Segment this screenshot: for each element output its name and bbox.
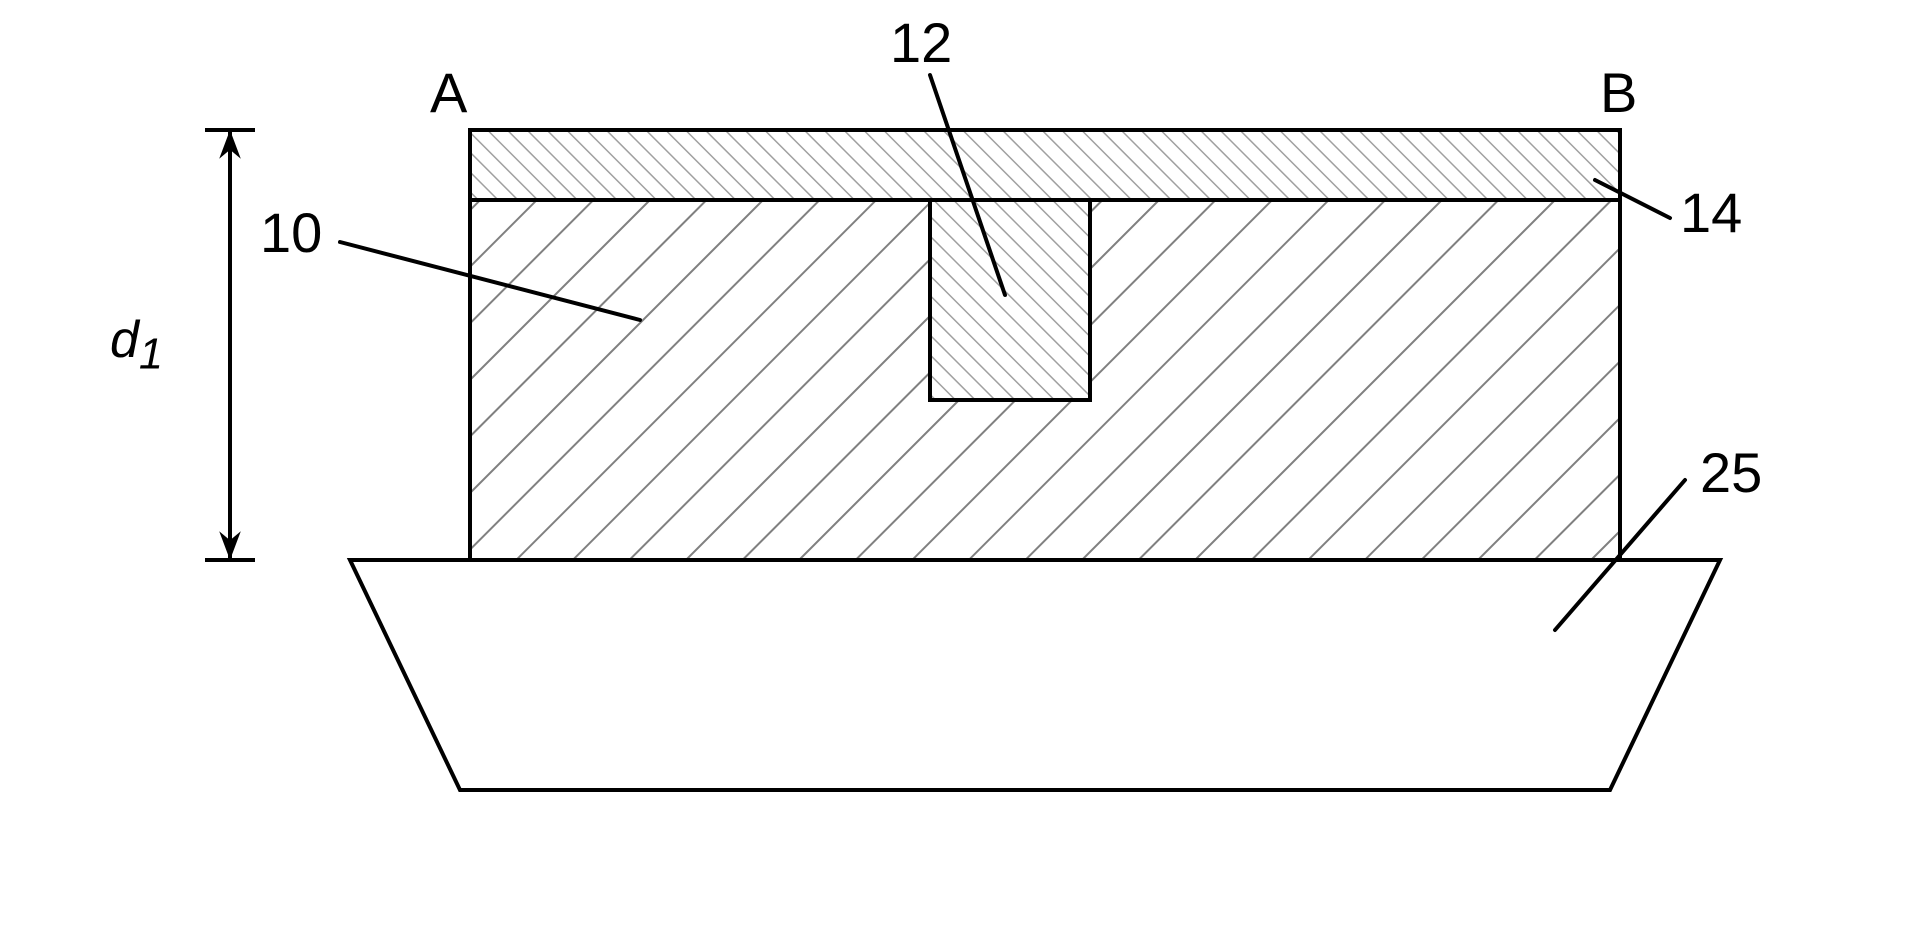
label-14: 14 (1680, 180, 1742, 245)
plug-12 (930, 200, 1090, 400)
chuck-25 (350, 560, 1720, 790)
label-12: 12 (890, 10, 952, 75)
label-10: 10 (260, 200, 322, 265)
label-d1: d1 (110, 310, 163, 379)
label-b: B (1600, 60, 1637, 125)
diagram-stage: A B 12 10 14 25 d1 (0, 0, 1918, 944)
label-25: 25 (1700, 440, 1762, 505)
diagram-svg (0, 0, 1918, 944)
layer-14 (470, 130, 1620, 200)
label-a: A (430, 60, 467, 125)
